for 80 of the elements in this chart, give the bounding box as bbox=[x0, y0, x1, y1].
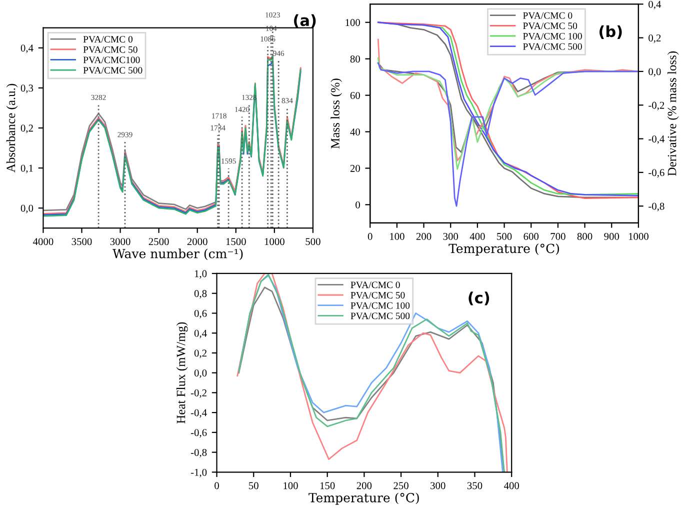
annotation: (b) bbox=[600, 25, 622, 39]
y2-tick-label: -0,4 bbox=[648, 135, 664, 144]
x-tick-label: 400 bbox=[470, 232, 485, 240]
annotation: (c) bbox=[468, 292, 490, 306]
legend-label: PVA/CMC 50 bbox=[523, 22, 578, 30]
y-tick-label: 0,8 bbox=[194, 290, 207, 299]
y-tick-label: 0,2 bbox=[194, 350, 206, 358]
x-tick-label: 600 bbox=[524, 232, 539, 240]
x-axis-title: Temperature (°C) bbox=[308, 492, 419, 505]
y2-tick-label: 0,0 bbox=[648, 68, 661, 77]
y-tick-label: 0,6 bbox=[194, 310, 207, 318]
y-tick-label: -0,4 bbox=[190, 409, 207, 418]
legend-label: PVA/CMC 500 bbox=[350, 312, 410, 320]
x-tick-label: 900 bbox=[604, 232, 620, 240]
y-tick-label: 0,1 bbox=[20, 164, 33, 174]
x-tick-label: 1500 bbox=[226, 238, 246, 246]
y-tick-label: -1,0 bbox=[190, 468, 207, 478]
x-tick-label: 100 bbox=[390, 232, 404, 240]
y-tick-label: -0,2 bbox=[190, 389, 206, 398]
x-tick-label: 350 bbox=[467, 482, 482, 490]
y2-tick-label: -0,2 bbox=[648, 102, 664, 110]
y-axis-title: Heat Flux (mW/mg) bbox=[176, 322, 188, 424]
y-axis-title: Mass loss (%) bbox=[330, 78, 342, 149]
x-tick-label: 4000 bbox=[33, 238, 54, 246]
y-tick-label: 40 bbox=[350, 128, 360, 136]
x-tick-label: 500 bbox=[306, 238, 320, 246]
y-axis-title: Absorbance (a.u.) bbox=[6, 84, 18, 172]
y2-tick-label: 0,4 bbox=[648, 0, 662, 10]
y2-tick-label: -0,6 bbox=[648, 169, 664, 178]
x-tick-label: 50 bbox=[249, 482, 258, 490]
y2-axis-title: Derivative (% mass loss) bbox=[667, 51, 679, 176]
y-tick-label: -0,8 bbox=[190, 448, 207, 458]
x-axis-title: Temperature (°C) bbox=[448, 243, 560, 256]
legend-label: PVA/CMC 500 bbox=[83, 66, 142, 74]
y2-tick-label: -0,8 bbox=[648, 202, 664, 212]
y-tick-label: 0,2 bbox=[20, 124, 33, 134]
x-tick-label: 200 bbox=[416, 232, 432, 240]
x-tick-label: 0 bbox=[214, 482, 219, 490]
x-tick-label: 100 bbox=[284, 482, 298, 490]
x-tick-label: 0 bbox=[368, 232, 372, 240]
y-tick-label: 0,0 bbox=[20, 204, 34, 214]
x-tick-label: 700 bbox=[550, 232, 566, 240]
x-tick-label: 800 bbox=[577, 232, 592, 240]
x-axis-title: Wave number (cm⁻¹) bbox=[112, 248, 243, 260]
x-tick-label: 300 bbox=[443, 232, 458, 240]
legend-label: PVA/CMC 500 bbox=[523, 43, 582, 50]
y2-tick-label: 0,2 bbox=[648, 34, 661, 44]
y-tick-label: 0 bbox=[356, 201, 360, 208]
x-tick-label: 1000 bbox=[264, 238, 284, 246]
y-tick-label: 1,0 bbox=[194, 270, 207, 279]
legend-label: PVA/CMC 0 bbox=[350, 282, 400, 288]
y-tick-label: 60 bbox=[350, 92, 360, 100]
x-tick-label: 3000 bbox=[110, 238, 130, 246]
x-tick-label: 1000 bbox=[628, 232, 648, 240]
legend-label: PVA/CMC 0 bbox=[523, 12, 572, 19]
line-series bbox=[377, 62, 638, 207]
x-tick-label: 500 bbox=[497, 232, 512, 240]
x-tick-label: 250 bbox=[394, 482, 408, 490]
x-tick-label: 300 bbox=[430, 482, 446, 490]
x-tick-label: 2000 bbox=[187, 238, 208, 246]
y-tick-label: 80 bbox=[350, 56, 360, 63]
legend-label: PVA/CMC 50 bbox=[83, 46, 138, 53]
y-tick-label: 0,4 bbox=[194, 330, 207, 338]
legend-label: PVA/CMC 100 bbox=[350, 302, 410, 309]
legend-label: PVA/CMC 0 bbox=[83, 36, 133, 43]
y-tick-label: 20 bbox=[350, 164, 360, 172]
x-tick-label: 3500 bbox=[72, 238, 92, 246]
x-tick-label: 2500 bbox=[148, 238, 169, 246]
x-tick-label: 400 bbox=[504, 482, 520, 490]
y-tick-label: 0,4 bbox=[20, 44, 34, 54]
x-tick-label: 200 bbox=[356, 482, 372, 490]
x-tick-label: 150 bbox=[320, 482, 335, 490]
text: (a) bbox=[294, 14, 316, 28]
y-tick-label: 0,3 bbox=[20, 84, 34, 94]
y-tick-label: 0,0 bbox=[194, 369, 207, 378]
legend-label: PVA/CMC100 bbox=[83, 56, 140, 64]
legend-label: PVA/CMC 50 bbox=[350, 292, 405, 299]
legend-label: PVA/CMC 100 bbox=[523, 32, 582, 40]
y-tick-label: -0,6 bbox=[190, 429, 207, 438]
y-tick-label: 100 bbox=[346, 19, 360, 26]
